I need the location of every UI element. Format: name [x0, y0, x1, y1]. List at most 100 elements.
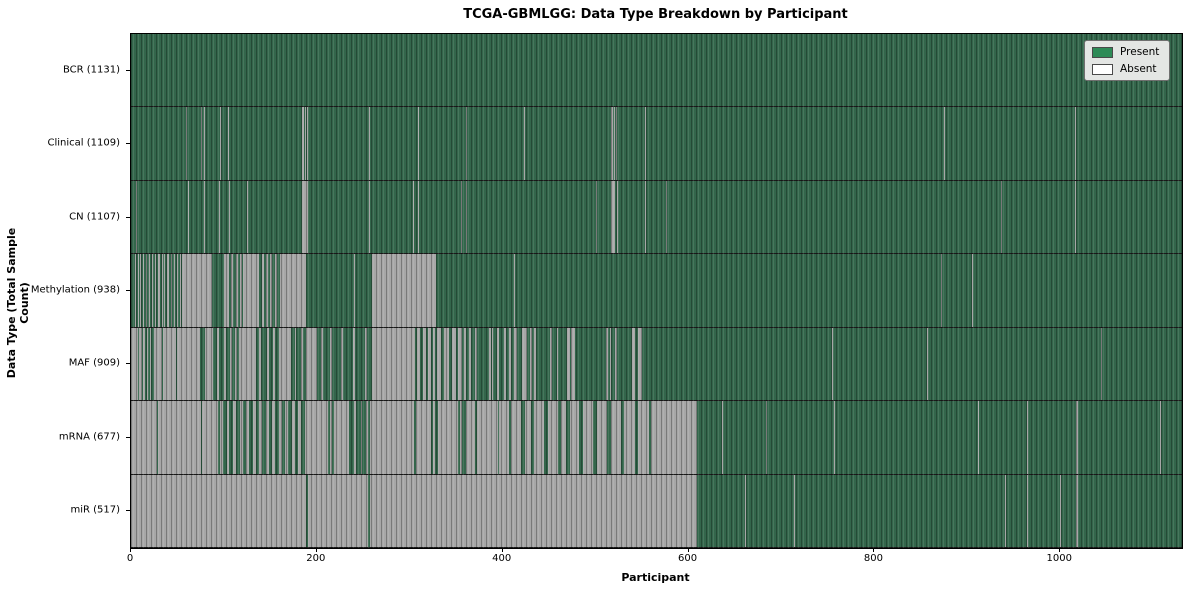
absent-segment — [149, 327, 152, 401]
absent-segment — [167, 254, 170, 327]
legend-swatch-absent — [1092, 63, 1113, 75]
absent-segment — [176, 254, 179, 327]
absent-segment — [273, 327, 276, 401]
absent-segment — [190, 327, 200, 401]
absent-segment — [294, 327, 297, 401]
x-tick-label-600: 600 — [678, 553, 698, 564]
y-tick-label-cn: CN (1107) — [69, 211, 120, 223]
absent-segment — [497, 327, 499, 401]
row-mir — [131, 474, 1182, 548]
absent-segment — [291, 401, 295, 474]
absent-segment — [722, 401, 723, 474]
absent-segment — [561, 401, 566, 474]
absent-segment — [522, 327, 527, 401]
absent-segment — [463, 327, 466, 401]
absent-segment — [433, 401, 435, 474]
x-tick-mark — [873, 548, 875, 552]
absent-segment — [230, 327, 233, 401]
absent-segment — [185, 107, 187, 180]
absent-segment — [279, 254, 282, 327]
absent-segment — [525, 401, 531, 474]
absent-segment — [223, 254, 229, 327]
absent-segment — [666, 180, 668, 254]
absent-segment — [200, 107, 202, 180]
absent-segment — [474, 327, 477, 401]
absent-segment — [1060, 474, 1062, 547]
absent-segment — [371, 327, 416, 401]
absent-segment — [176, 327, 190, 401]
absent-segment — [368, 107, 370, 180]
absent-segment — [235, 327, 237, 401]
absent-segment — [509, 327, 512, 401]
absent-segment — [1076, 474, 1078, 547]
absent-segment — [220, 107, 222, 180]
absent-segment — [148, 254, 151, 327]
x-axis-label: Participant — [621, 571, 690, 584]
absent-segment — [368, 180, 370, 254]
absent-segment — [1026, 474, 1028, 547]
x-tick-label-0: 0 — [126, 553, 134, 564]
x-tick-label-400: 400 — [492, 553, 512, 564]
absent-segment — [137, 254, 139, 327]
absent-segment — [418, 107, 420, 180]
absent-segment — [638, 401, 649, 474]
absent-segment — [304, 107, 306, 180]
absent-segment — [556, 327, 559, 401]
absent-segment — [180, 254, 182, 327]
absent-segment — [550, 327, 552, 401]
absent-segment — [236, 254, 238, 327]
absent-segment — [503, 327, 507, 401]
absent-segment — [243, 254, 260, 327]
absent-segment — [161, 254, 163, 327]
absent-segment — [831, 327, 833, 401]
absent-segment — [616, 107, 617, 180]
absent-segment — [134, 254, 136, 327]
absent-segment — [231, 254, 234, 327]
absent-segment — [304, 401, 308, 474]
absent-segment — [614, 107, 616, 180]
absent-segment — [227, 107, 229, 180]
absent-segment — [941, 254, 943, 327]
absent-segment — [366, 401, 368, 474]
absent-segment — [238, 327, 256, 401]
y-tick-label-mrna: mRNA (677) — [58, 431, 120, 443]
absent-segment — [433, 327, 435, 401]
absent-segment — [459, 401, 462, 474]
absent-segment — [617, 180, 618, 254]
absent-segment — [605, 327, 608, 401]
absent-segment — [155, 254, 157, 327]
absent-segment — [157, 254, 160, 327]
absent-segment — [451, 327, 457, 401]
absent-segment — [595, 180, 597, 254]
absent-segment — [306, 107, 308, 180]
absent-segment — [444, 327, 449, 401]
absent-segment — [135, 180, 137, 254]
absent-segment — [131, 401, 158, 474]
absent-segment — [204, 107, 206, 180]
absent-segment — [548, 401, 558, 474]
absent-segment — [307, 474, 368, 547]
absent-segment — [278, 327, 291, 401]
absent-segment — [270, 254, 273, 327]
absent-segment — [205, 327, 213, 401]
absent-segment — [513, 327, 517, 401]
legend-label-present: Present — [1120, 46, 1160, 58]
absent-segment — [164, 254, 166, 327]
absent-segment — [239, 254, 242, 327]
absent-segment — [1075, 107, 1077, 180]
x-tick-label-1000: 1000 — [1046, 553, 1072, 564]
absent-segment — [354, 401, 356, 474]
absent-segment — [157, 401, 201, 474]
absent-segment — [1075, 180, 1077, 254]
absent-segment — [233, 401, 236, 474]
absent-segment — [285, 401, 289, 474]
absent-segment — [182, 254, 212, 327]
y-tick-mark — [126, 363, 130, 365]
absent-segment — [465, 180, 467, 254]
absent-segment — [609, 327, 611, 401]
absent-segment — [354, 254, 355, 327]
absent-segment — [301, 327, 303, 401]
absent-segment — [610, 401, 621, 474]
absent-segment — [476, 401, 499, 474]
